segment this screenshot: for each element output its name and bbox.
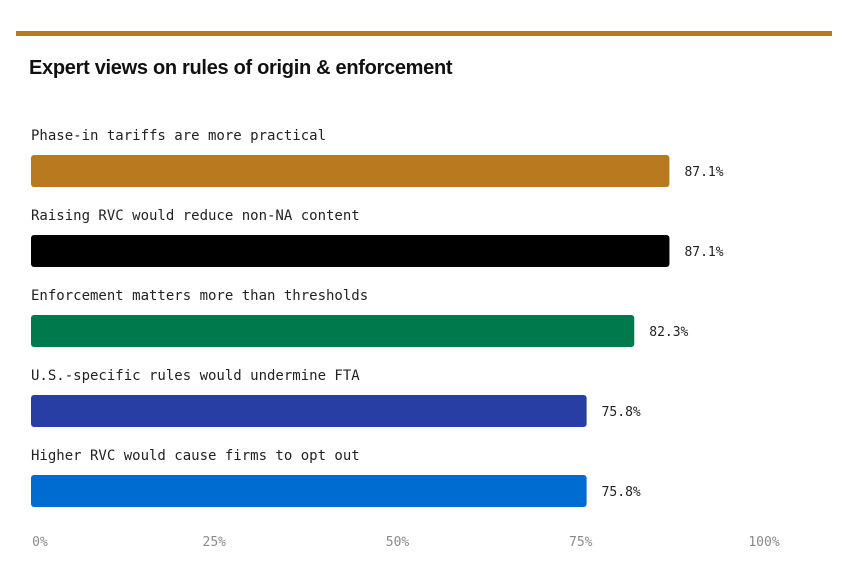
bar (31, 395, 587, 427)
value-label: 75.8% (602, 485, 641, 500)
accent-rule (16, 31, 832, 36)
x-tick-label: 0% (32, 535, 48, 550)
value-label: 87.1% (684, 245, 723, 260)
category-label: Enforcement matters more than thresholds (31, 288, 368, 304)
category-label: Raising RVC would reduce non-NA content (31, 208, 360, 224)
value-label: 82.3% (649, 325, 688, 340)
x-tick-label: 75% (569, 535, 593, 550)
x-tick-label: 25% (203, 535, 227, 550)
value-label: 87.1% (684, 165, 723, 180)
bar (31, 155, 670, 187)
x-tick-label: 100% (748, 535, 779, 550)
bar (31, 315, 635, 347)
x-tick-label: 50% (386, 535, 410, 550)
category-label: Phase-in tariffs are more practical (31, 128, 326, 144)
value-label: 75.8% (602, 405, 641, 420)
bar (31, 475, 587, 507)
bar (31, 235, 670, 267)
chart-title: Expert views on rules of origin & enforc… (29, 57, 453, 79)
category-label: Higher RVC would cause firms to opt out (31, 448, 360, 464)
category-label: U.S.-specific rules would undermine FTA (31, 368, 360, 384)
